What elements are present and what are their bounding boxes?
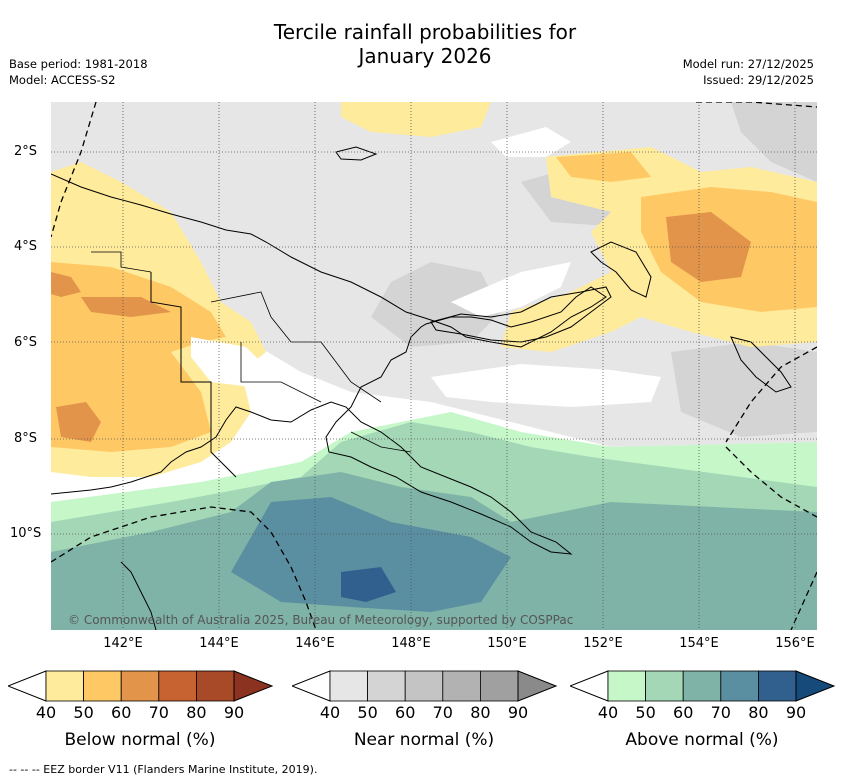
- below-normal-region-east-50: [556, 152, 651, 182]
- provincial-borders: [91, 251, 412, 453]
- colorbar-cell: [757, 670, 797, 702]
- lon-label: 146°E: [295, 636, 335, 651]
- colorbar-cell: [720, 670, 759, 702]
- lon-label: 152°E: [583, 636, 623, 651]
- probability-map: [51, 102, 817, 630]
- colorbar-cell: [367, 670, 406, 702]
- colorbar-cell: [292, 670, 331, 702]
- map-title: Tercile rainfall probabilities for Janua…: [0, 20, 850, 68]
- colorbar-tick: 40: [35, 703, 57, 722]
- info-left: Base period: 1981-2018 Model: ACCESS-S2: [9, 56, 148, 88]
- lat-label: 8°S: [14, 431, 38, 446]
- colorbar-cell: [8, 670, 47, 702]
- coastline-bougainville: [730, 336, 792, 393]
- colorbar-cell: [158, 670, 197, 702]
- eez-border: [51, 102, 97, 238]
- colorbar-below-normal: [8, 670, 274, 702]
- near-normal-region-60c: [731, 102, 817, 182]
- colorbar-cell: [795, 670, 836, 702]
- colorbar-tick: 40: [319, 703, 341, 722]
- colorbar-cell: [83, 670, 122, 702]
- colorbar-tick: 90: [507, 703, 529, 722]
- colorbar-cell: [607, 670, 646, 702]
- colorbar-cell: [517, 670, 558, 702]
- colorbar-cell: [570, 670, 609, 702]
- title-line-2: January 2026: [358, 44, 492, 68]
- colorbar-tick: 50: [357, 703, 378, 722]
- no-dominant-tercile-region: [191, 337, 266, 387]
- lon-label: 148°E: [391, 636, 431, 651]
- no-dominant-tercile-region-d: [491, 127, 571, 157]
- model-name: Model: ACCESS-S2: [9, 73, 116, 87]
- lat-label: 10°S: [10, 526, 42, 541]
- colorbar-cell: [45, 670, 84, 702]
- copyright-notice: © Commonwealth of Australia 2025, Bureau…: [68, 613, 574, 627]
- info-right: Model run: 27/12/2025 Issued: 29/12/2025: [683, 56, 814, 88]
- colorbar-tick: 60: [673, 703, 694, 722]
- colorbar-cell: [120, 670, 160, 702]
- lon-label: 142°E: [103, 636, 143, 651]
- colorbar-near-normal: [292, 670, 558, 702]
- colorbar-tick: 90: [223, 703, 245, 722]
- no-dominant-tercile-region-b: [431, 364, 661, 407]
- lat-label: 2°S: [14, 144, 38, 159]
- lon-label: 144°E: [199, 636, 239, 651]
- colorbar-cell: [233, 670, 274, 702]
- colorbar-tick: 90: [785, 703, 807, 722]
- base-period: Base period: 1981-2018: [9, 57, 148, 71]
- coastline-new-britain: [430, 286, 612, 343]
- colorbar-tick: 80: [186, 703, 207, 722]
- colorbar-cell: [645, 670, 684, 702]
- border-png-indonesia: [150, 272, 237, 478]
- eez-footnote: -- -- -- EEZ border V11 (Flanders Marine…: [9, 763, 318, 776]
- colorbar-tick: 80: [748, 703, 769, 722]
- title-line-1: Tercile rainfall probabilities for: [273, 20, 577, 44]
- near-normal-region-60d: [671, 342, 817, 437]
- colorbar-cell: [329, 670, 368, 702]
- colorbar-title-near: Near normal (%): [353, 730, 495, 750]
- colorbar-tick: 50: [635, 703, 656, 722]
- issued-date: Issued: 29/12/2025: [703, 73, 814, 87]
- colorbar-cell: [195, 670, 235, 702]
- coastline-new-guinea: [51, 173, 607, 555]
- colorbar-tick: 80: [470, 703, 491, 722]
- graticule: [51, 102, 817, 630]
- eez-border-east: [696, 102, 817, 630]
- colorbar-cell: [479, 670, 519, 702]
- lat-label: 6°S: [14, 335, 38, 350]
- below-normal-region-west-60b: [56, 402, 101, 442]
- colorbar-title-below: Below normal (%): [64, 730, 216, 750]
- above-normal-region-80: [341, 567, 396, 602]
- below-normal-region-west-60: [51, 272, 81, 297]
- model-run: Model run: 27/12/2025: [682, 57, 814, 71]
- colorbar-tick: 40: [597, 703, 619, 722]
- colorbar-cell: [404, 670, 444, 702]
- colorbar-tick: 60: [395, 703, 416, 722]
- near-normal-region-60: [371, 262, 501, 347]
- lon-label: 150°E: [487, 636, 527, 651]
- below-normal-region-north: [341, 102, 491, 137]
- colorbar-tick: 70: [148, 703, 169, 722]
- lat-label: 4°S: [14, 239, 38, 254]
- coastline-new-ireland: [590, 241, 652, 298]
- colorbar-tick: 60: [111, 703, 132, 722]
- colorbar-above-normal: [570, 670, 836, 702]
- colorbar-title-above: Above normal (%): [625, 730, 779, 750]
- colorbar-tick: 70: [710, 703, 731, 722]
- lon-label: 156°E: [775, 636, 815, 651]
- above-normal-region-70: [231, 497, 511, 612]
- eez-border-south: [51, 506, 317, 630]
- colorbar-tick: 70: [432, 703, 453, 722]
- coastline-cape-york: [120, 561, 157, 630]
- coastline-manus: [335, 146, 378, 161]
- colorbar-tick: 50: [73, 703, 94, 722]
- lon-label: 154°E: [679, 636, 719, 651]
- colorbar-cell: [442, 670, 481, 702]
- below-normal-region-west-60c: [81, 297, 171, 317]
- colorbar-cell: [682, 670, 722, 702]
- no-dominant-tercile-region-c: [451, 262, 571, 317]
